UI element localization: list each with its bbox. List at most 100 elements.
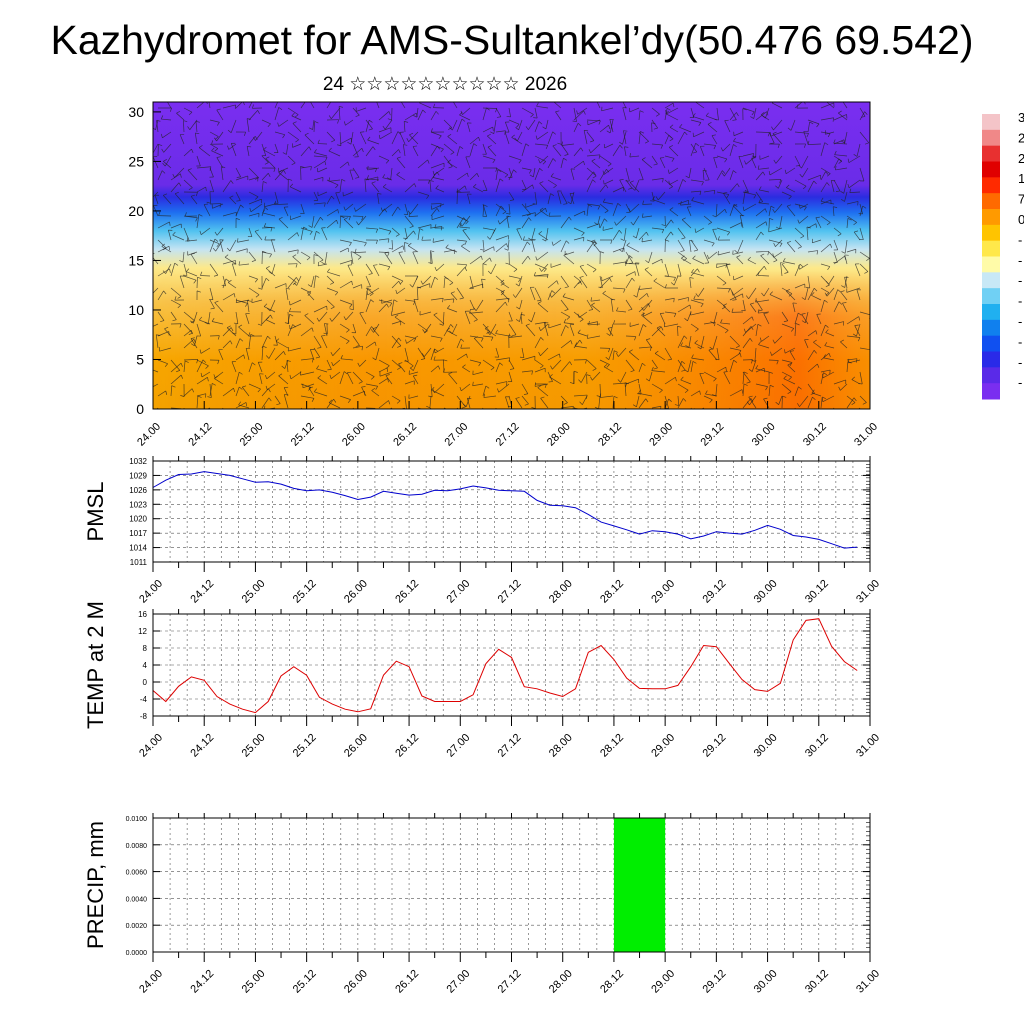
wind-barb-flag: [598, 154, 601, 159]
wind-barb: [587, 119, 601, 126]
wind-barb: [157, 359, 168, 365]
wind-barb: [261, 181, 264, 193]
wind-barb-flag: [858, 316, 861, 321]
wind-barb-flag: [233, 293, 236, 298]
wind-barb-flag: [667, 358, 672, 361]
wind-barb: [738, 156, 744, 169]
wind-barb: [381, 299, 393, 304]
wind-barb: [413, 359, 419, 371]
wind-barb-flag: [771, 102, 774, 104]
wind-barb-flag: [434, 348, 438, 352]
wind-barb: [461, 383, 471, 392]
wind-barb: [598, 395, 601, 409]
wind-barb: [170, 311, 177, 320]
wind-barb: [259, 373, 263, 385]
wind-barb: [547, 290, 553, 301]
wind-barb: [690, 119, 701, 123]
wind-barb: [790, 119, 796, 131]
wind-barb: [196, 396, 199, 409]
wind-barb-flag: [227, 129, 232, 133]
wind-barb: [339, 216, 342, 229]
wind-barb-flag: [784, 349, 786, 354]
wind-barb-flag: [588, 149, 591, 154]
wind-barb-flag: [606, 130, 611, 134]
wind-barb-flag: [811, 292, 815, 296]
wind-barb: [456, 239, 467, 242]
wind-barb: [669, 127, 679, 133]
wind-barb: [540, 347, 549, 357]
y-tick-label: 1014: [129, 544, 147, 553]
y-tick-label: 5: [136, 351, 144, 367]
wind-barb-flag: [734, 249, 738, 254]
wind-barb-flag: [666, 108, 671, 111]
wind-barb: [775, 239, 783, 247]
wind-barb: [603, 179, 614, 185]
wind-barb-flag: [266, 355, 270, 359]
wind-barb-flag: [820, 197, 824, 202]
wind-barb-flag: [789, 362, 793, 367]
wind-barb-flag: [600, 251, 605, 254]
wind-barb: [287, 131, 299, 141]
wind-barb-flag: [623, 130, 628, 132]
wind-barb: [754, 347, 757, 362]
wind-barb: [516, 228, 523, 241]
wind-barb-flag: [230, 180, 234, 184]
wind-barb-flag: [426, 195, 430, 199]
wind-barb: [692, 258, 705, 265]
wind-barb-flag: [331, 139, 336, 143]
wind-barb: [391, 337, 399, 349]
wind-barb-flag: [757, 309, 760, 314]
wind-barb: [555, 111, 562, 121]
wind-barb-flag: [286, 360, 291, 362]
wind-barb-flag: [315, 275, 320, 278]
wind-barb: [391, 299, 395, 313]
wind-barb-flag: [617, 379, 621, 383]
colorbar-segment: [982, 224, 1000, 242]
wind-barb: [321, 227, 328, 241]
wind-barb-flag: [767, 251, 770, 256]
wind-barb-flag: [694, 99, 697, 101]
wind-barb: [688, 167, 692, 178]
wind-barb: [417, 283, 430, 289]
wind-barb-flag: [205, 187, 207, 192]
wind-barb-flag: [460, 338, 465, 342]
wind-barb-flag: [769, 217, 774, 221]
wind-barb-flag: [618, 141, 623, 145]
wind-barb: [691, 357, 705, 361]
wind-barb: [638, 110, 641, 121]
wind-barb-flag: [177, 296, 182, 299]
wind-barb: [859, 107, 866, 117]
wind-barb-flag: [783, 375, 787, 379]
wind-barb: [265, 158, 276, 169]
wind-barb: [603, 167, 614, 175]
x-tick-label: 30.00: [752, 578, 780, 606]
wind-barb-flag: [803, 206, 807, 211]
wind-barb-flag: [591, 302, 595, 306]
wind-barb-flag: [343, 121, 346, 126]
wind-barb: [534, 321, 546, 325]
x-tick-label: 24.12: [188, 578, 216, 606]
wind-barb-flag: [552, 131, 556, 135]
wind-barb-flag: [802, 185, 807, 190]
wind-barb: [511, 137, 523, 145]
wind-barb-flag: [369, 293, 374, 296]
wind-barb-flag: [545, 208, 548, 213]
wind-barb-flag: [593, 171, 597, 176]
wind-barb: [274, 191, 279, 204]
wind-barb: [235, 204, 241, 217]
wind-barb-flag: [669, 207, 674, 211]
wind-barb: [716, 107, 719, 121]
wind-barb: [495, 333, 510, 337]
wind-barb-flag: [592, 175, 597, 179]
wind-barb-flag: [535, 135, 538, 140]
wind-barb-flag: [634, 336, 637, 341]
wind-barb: [278, 375, 289, 385]
wind-barb: [763, 287, 770, 297]
wind-barb: [429, 395, 432, 408]
wind-barb-flag: [466, 172, 469, 177]
wind-barb-flag: [247, 146, 252, 148]
wind-barb-flag: [331, 361, 334, 366]
wind-barb: [224, 256, 237, 265]
wind-barb: [638, 398, 647, 409]
wind-barb: [483, 395, 497, 398]
